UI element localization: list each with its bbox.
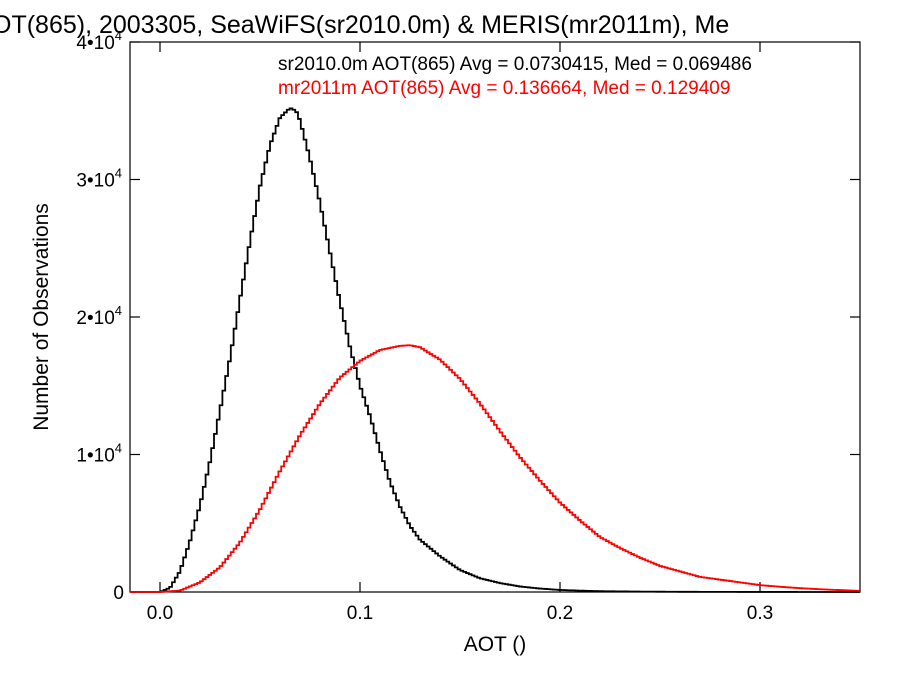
y-axis: 0 1•104 2•104 3•104 4•104	[76, 28, 860, 604]
chart-title: OT(865), 2003305, SeaWiFS(sr2010.0m) & M…	[0, 11, 729, 39]
y-tick-label-4: 4•104	[76, 28, 122, 54]
x-tick-label-1: 0.1	[347, 603, 373, 624]
plot-frame	[129, 41, 861, 593]
x-tick-label-2: 0.2	[547, 603, 573, 624]
y-tick-label-1: 1•104	[76, 441, 122, 467]
x-axis: 0.0 0.1 0.2 0.3	[147, 42, 773, 624]
y-tick-label-2: 2•104	[76, 303, 122, 329]
x-axis-label: AOT ()	[464, 633, 527, 656]
annotation-sr2010: sr2010.0m AOT(865) Avg = 0.0730415, Med …	[278, 54, 752, 75]
series-layer	[130, 107, 860, 593]
x-tick-label-3: 0.3	[747, 603, 773, 624]
x-tick-label-0: 0.0	[147, 603, 173, 624]
y-tick-label-3: 3•104	[76, 166, 122, 192]
series-line-0	[130, 107, 860, 593]
y-axis-label: Number of Observations	[30, 203, 53, 431]
y-tick-label-0: 0	[113, 583, 124, 604]
annotation-mr2011: mr2011m AOT(865) Avg = 0.136664, Med = 0…	[278, 78, 730, 99]
series-line-1	[130, 344, 860, 593]
